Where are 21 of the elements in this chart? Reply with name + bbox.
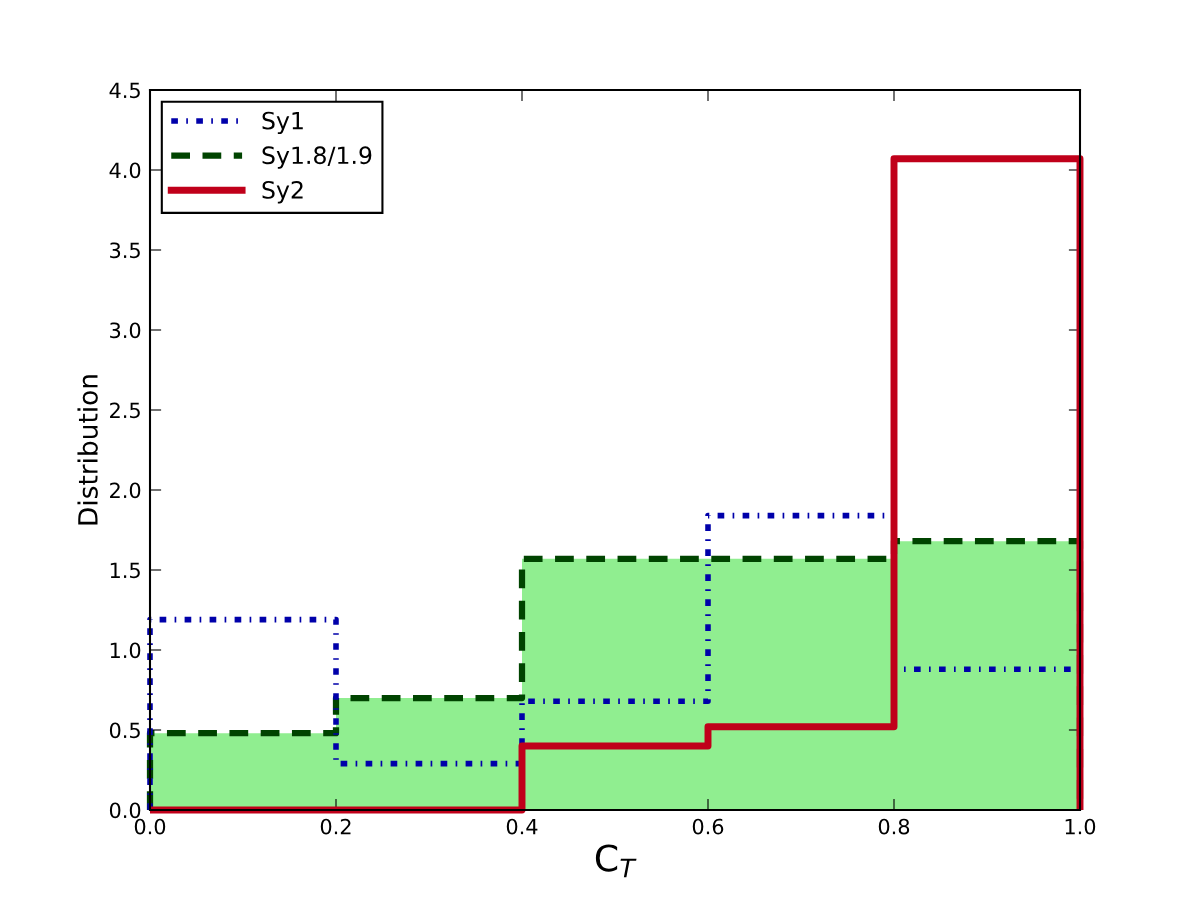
x-tick-label: 1.0 xyxy=(1065,818,1096,835)
y-tick-label: 0.5 xyxy=(109,722,140,739)
y-tick-label: 2.5 xyxy=(110,402,140,419)
y-tick-label: 4.0 xyxy=(109,162,141,179)
y-axis-title: Distribution xyxy=(77,375,98,525)
x-tick-label: 0.0 xyxy=(134,818,166,835)
legend-label: Sy1.8/1.9 xyxy=(262,146,372,169)
y-tick-label: 1.0 xyxy=(110,642,141,659)
x-axis-title: C$_{T}$ xyxy=(595,844,637,878)
y-tick-label: 3.5 xyxy=(110,242,140,259)
legend-label: Sy1 xyxy=(262,111,303,135)
y-tick-label: 1.5 xyxy=(110,562,140,579)
y-tick-label: 3.0 xyxy=(110,322,141,339)
x-tick-label: 0.8 xyxy=(878,818,910,835)
x-tick-label: 0.4 xyxy=(506,818,538,835)
x-tick-label: 0.2 xyxy=(320,818,351,835)
y-tick-label: 4.5 xyxy=(109,82,140,99)
y-tick-label: 0.0 xyxy=(109,802,141,819)
y-tick-label: 2.0 xyxy=(110,482,141,499)
x-tick-label: 0.6 xyxy=(692,818,724,835)
legend-label: Sy2 xyxy=(262,180,303,204)
